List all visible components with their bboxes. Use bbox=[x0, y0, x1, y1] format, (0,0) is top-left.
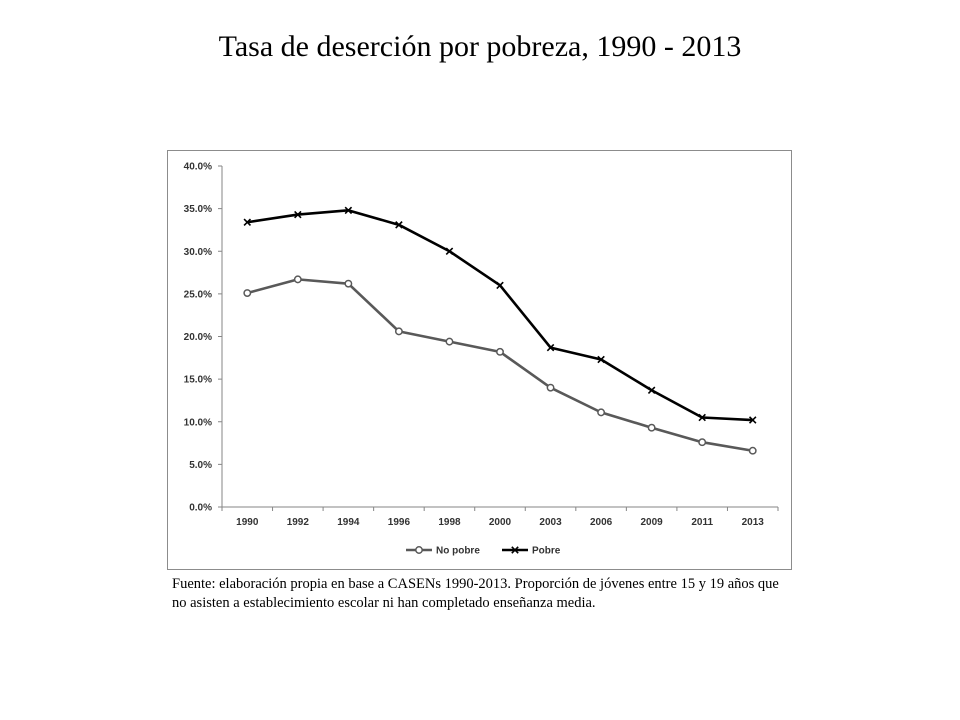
x-tick-label: 2009 bbox=[641, 517, 664, 528]
chart-area: 0.0% 5.0% 10.0% 15.0% 20.0% 25.0% 30.0% 35.0% 40… bbox=[167, 150, 792, 570]
x-tick-label: 2006 bbox=[590, 517, 613, 528]
data-point-pobre bbox=[294, 210, 302, 219]
legend-marker bbox=[511, 546, 519, 554]
y-tick-label: 15.0% bbox=[184, 375, 212, 386]
series-line-no-pobre bbox=[246, 278, 753, 453]
y-tick-label: 5.0% bbox=[189, 460, 212, 471]
x-tick-label: 2003 bbox=[539, 517, 562, 528]
x-tick-label: 1990 bbox=[236, 517, 259, 528]
x-tick-label: 1994 bbox=[337, 517, 360, 528]
data-point-no-pobre bbox=[546, 383, 555, 392]
y-tick-label: 20.0% bbox=[184, 332, 212, 343]
x-tick-label: 2011 bbox=[691, 517, 713, 528]
data-point-no-pobre bbox=[597, 408, 606, 417]
legend-marker bbox=[415, 546, 423, 554]
data-point-pobre bbox=[344, 206, 353, 215]
data-point-no-pobre bbox=[698, 438, 707, 447]
data-point-no-pobre bbox=[445, 337, 454, 346]
legend-label: Pobre bbox=[532, 546, 561, 557]
series-line-pobre bbox=[247, 209, 753, 422]
data-point-no-pobre bbox=[293, 275, 302, 284]
data-point-pobre bbox=[395, 221, 403, 229]
y-tick-label: 0.0% bbox=[189, 503, 212, 514]
data-point-pobre bbox=[698, 413, 706, 422]
data-point-pobre bbox=[496, 281, 504, 290]
data-point-no-pobre bbox=[344, 279, 353, 288]
data-point-pobre bbox=[546, 343, 555, 352]
y-tick-label: 25.0% bbox=[184, 289, 212, 300]
x-tick-label: 2000 bbox=[489, 517, 512, 528]
data-point-no-pobre bbox=[243, 289, 252, 297]
data-point-pobre bbox=[647, 386, 656, 394]
line-chart: 0.0% 5.0% 10.0% 15.0% 20.0% 25.0% 30.0% 35.0% 40… bbox=[184, 162, 779, 557]
data-point-pobre bbox=[445, 247, 454, 256]
legend-label: No pobre bbox=[436, 546, 480, 557]
y-tick-label: 35.0% bbox=[184, 204, 212, 215]
data-point-no-pobre bbox=[394, 327, 403, 336]
data-point-pobre bbox=[243, 218, 252, 227]
x-tick-label: 2013 bbox=[742, 517, 765, 528]
y-tick-label: 30.0% bbox=[184, 247, 212, 258]
source-caption: Fuente: elaboración propia en base a CAS… bbox=[172, 576, 779, 611]
data-point-pobre bbox=[597, 355, 605, 364]
x-tick-label: 1998 bbox=[438, 517, 461, 528]
data-point-no-pobre bbox=[748, 446, 757, 455]
data-point-no-pobre bbox=[496, 347, 504, 356]
data-point-pobre bbox=[748, 416, 757, 424]
slide-title: Tasa de deserción por pobreza, 1990 - 20… bbox=[218, 30, 742, 63]
x-tick-label: 1996 bbox=[388, 517, 411, 528]
y-tick-label: 10.0% bbox=[184, 417, 212, 428]
y-tick-label: 40.0% bbox=[184, 162, 212, 173]
x-tick-label: 1992 bbox=[287, 517, 310, 528]
data-point-no-pobre bbox=[647, 423, 656, 432]
